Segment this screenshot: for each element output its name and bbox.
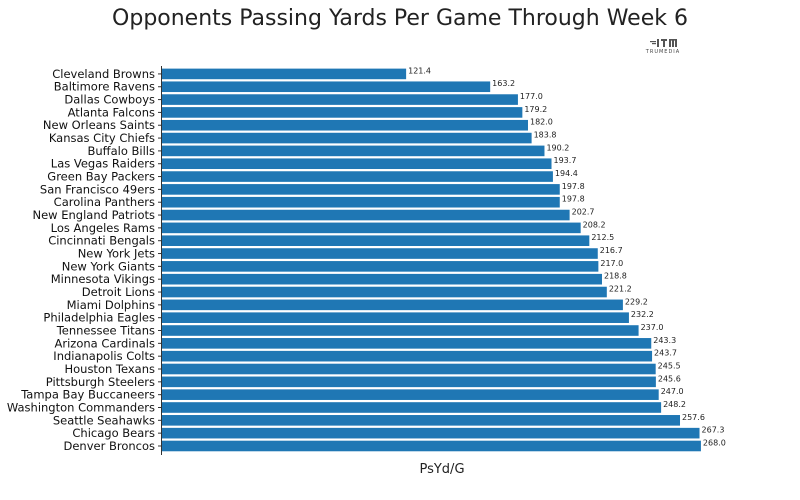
data-label: 243.3 bbox=[653, 336, 676, 345]
bar bbox=[162, 440, 701, 452]
bar bbox=[162, 338, 652, 349]
category-label: Tennessee Titans bbox=[56, 324, 155, 338]
category-label: Philadelphia Eagles bbox=[43, 311, 155, 325]
bar bbox=[162, 196, 560, 208]
data-label: 197.8 bbox=[562, 195, 585, 204]
bar bbox=[162, 94, 518, 105]
data-label: 194.4 bbox=[555, 169, 578, 178]
trumedia-logo: TRUMEDIA bbox=[628, 36, 698, 60]
category-label: Minnesota Vikings bbox=[51, 272, 155, 286]
category-label: Baltimore Ravens bbox=[54, 80, 155, 94]
bar bbox=[162, 235, 590, 247]
category-label: Cleveland Browns bbox=[52, 67, 155, 81]
bar bbox=[162, 248, 598, 259]
category-label: Las Vegas Raiders bbox=[51, 157, 155, 171]
category-label: New York Giants bbox=[62, 259, 155, 273]
data-label: 218.8 bbox=[604, 272, 627, 281]
data-label: 216.7 bbox=[600, 246, 623, 255]
bar bbox=[162, 209, 570, 221]
data-label: 232.2 bbox=[631, 310, 654, 319]
category-label: Kansas City Chiefs bbox=[49, 131, 155, 145]
category-label: Washington Commanders bbox=[7, 400, 155, 414]
data-label: 190.2 bbox=[546, 143, 569, 152]
category-label: Chicago Bears bbox=[72, 426, 155, 440]
data-label: 267.3 bbox=[702, 426, 725, 435]
bar bbox=[162, 261, 599, 272]
bar bbox=[162, 119, 528, 131]
category-label: Green Bay Packers bbox=[47, 170, 155, 184]
bar bbox=[162, 427, 700, 439]
bar bbox=[162, 376, 656, 388]
bar bbox=[162, 389, 659, 400]
data-label: 197.8 bbox=[562, 182, 585, 191]
data-label: 268.0 bbox=[703, 438, 726, 447]
bar bbox=[162, 286, 607, 298]
bar bbox=[162, 363, 656, 375]
x-axis-label: PsYd/G bbox=[419, 462, 465, 477]
trumedia-logo-text: TRUMEDIA bbox=[645, 49, 681, 55]
data-label: 202.7 bbox=[572, 208, 595, 217]
category-label: Buffalo Bills bbox=[87, 144, 155, 158]
data-label: 182.0 bbox=[530, 118, 553, 127]
bars-layer: Cleveland Browns 121.4 Baltimore Ravens 163… bbox=[7, 66, 726, 453]
bar bbox=[162, 184, 560, 195]
data-label: 208.2 bbox=[583, 220, 606, 229]
data-label: 177.0 bbox=[520, 92, 543, 101]
data-label: 245.5 bbox=[658, 362, 681, 371]
data-label: 221.2 bbox=[609, 285, 632, 294]
bar bbox=[162, 273, 602, 285]
bar bbox=[162, 415, 681, 426]
bar bbox=[162, 222, 581, 234]
data-label: 183.8 bbox=[534, 131, 557, 140]
category-label: San Francisco 49ers bbox=[40, 182, 155, 196]
category-label: Miami Dolphins bbox=[67, 298, 155, 312]
data-label: 179.2 bbox=[524, 105, 547, 114]
category-label: Seattle Seahawks bbox=[53, 413, 155, 427]
data-label: 217.0 bbox=[600, 259, 623, 268]
category-label: Detroit Lions bbox=[82, 285, 155, 299]
chart-title: Opponents Passing Yards Per Game Through… bbox=[112, 6, 688, 31]
data-label: 212.5 bbox=[591, 233, 614, 242]
category-label: New Orleans Saints bbox=[43, 118, 155, 132]
bar bbox=[162, 81, 491, 93]
bar bbox=[162, 145, 545, 157]
bar bbox=[162, 312, 629, 323]
trumedia-logo-icon bbox=[650, 39, 677, 47]
bar bbox=[162, 402, 662, 413]
bar bbox=[162, 107, 523, 118]
data-label: 247.0 bbox=[661, 387, 684, 396]
data-label: 243.7 bbox=[654, 349, 677, 358]
category-label: Pittsburgh Steelers bbox=[46, 375, 155, 389]
category-label: New York Jets bbox=[78, 247, 155, 261]
category-label: Carolina Panthers bbox=[54, 195, 155, 209]
bar bbox=[162, 325, 639, 336]
category-label: Denver Broncos bbox=[63, 439, 155, 453]
category-label: Atlanta Falcons bbox=[68, 105, 155, 119]
data-label: 248.2 bbox=[663, 400, 686, 409]
data-label: 229.2 bbox=[625, 297, 648, 306]
category-label: Arizona Cardinals bbox=[55, 336, 155, 350]
bar bbox=[162, 171, 553, 182]
data-label: 237.0 bbox=[641, 323, 664, 332]
category-label: Cincinnati Bengals bbox=[48, 234, 155, 248]
category-label: Indianapolis Colts bbox=[53, 349, 155, 363]
data-label: 193.7 bbox=[554, 156, 577, 165]
data-label: 121.4 bbox=[408, 66, 431, 75]
category-label: New England Patriots bbox=[32, 208, 155, 222]
data-label: 245.6 bbox=[658, 374, 681, 383]
category-label: Los Angeles Rams bbox=[51, 221, 155, 235]
bar bbox=[162, 350, 653, 362]
category-label: Dallas Cowboys bbox=[64, 93, 155, 107]
bar bbox=[162, 68, 407, 80]
bar bbox=[162, 299, 623, 311]
bar bbox=[162, 158, 552, 170]
data-label: 163.2 bbox=[492, 79, 515, 88]
category-label: Tampa Bay Buccaneers bbox=[20, 388, 155, 402]
data-label: 257.6 bbox=[682, 413, 705, 422]
bar bbox=[162, 132, 532, 144]
category-label: Houston Texans bbox=[64, 362, 155, 376]
